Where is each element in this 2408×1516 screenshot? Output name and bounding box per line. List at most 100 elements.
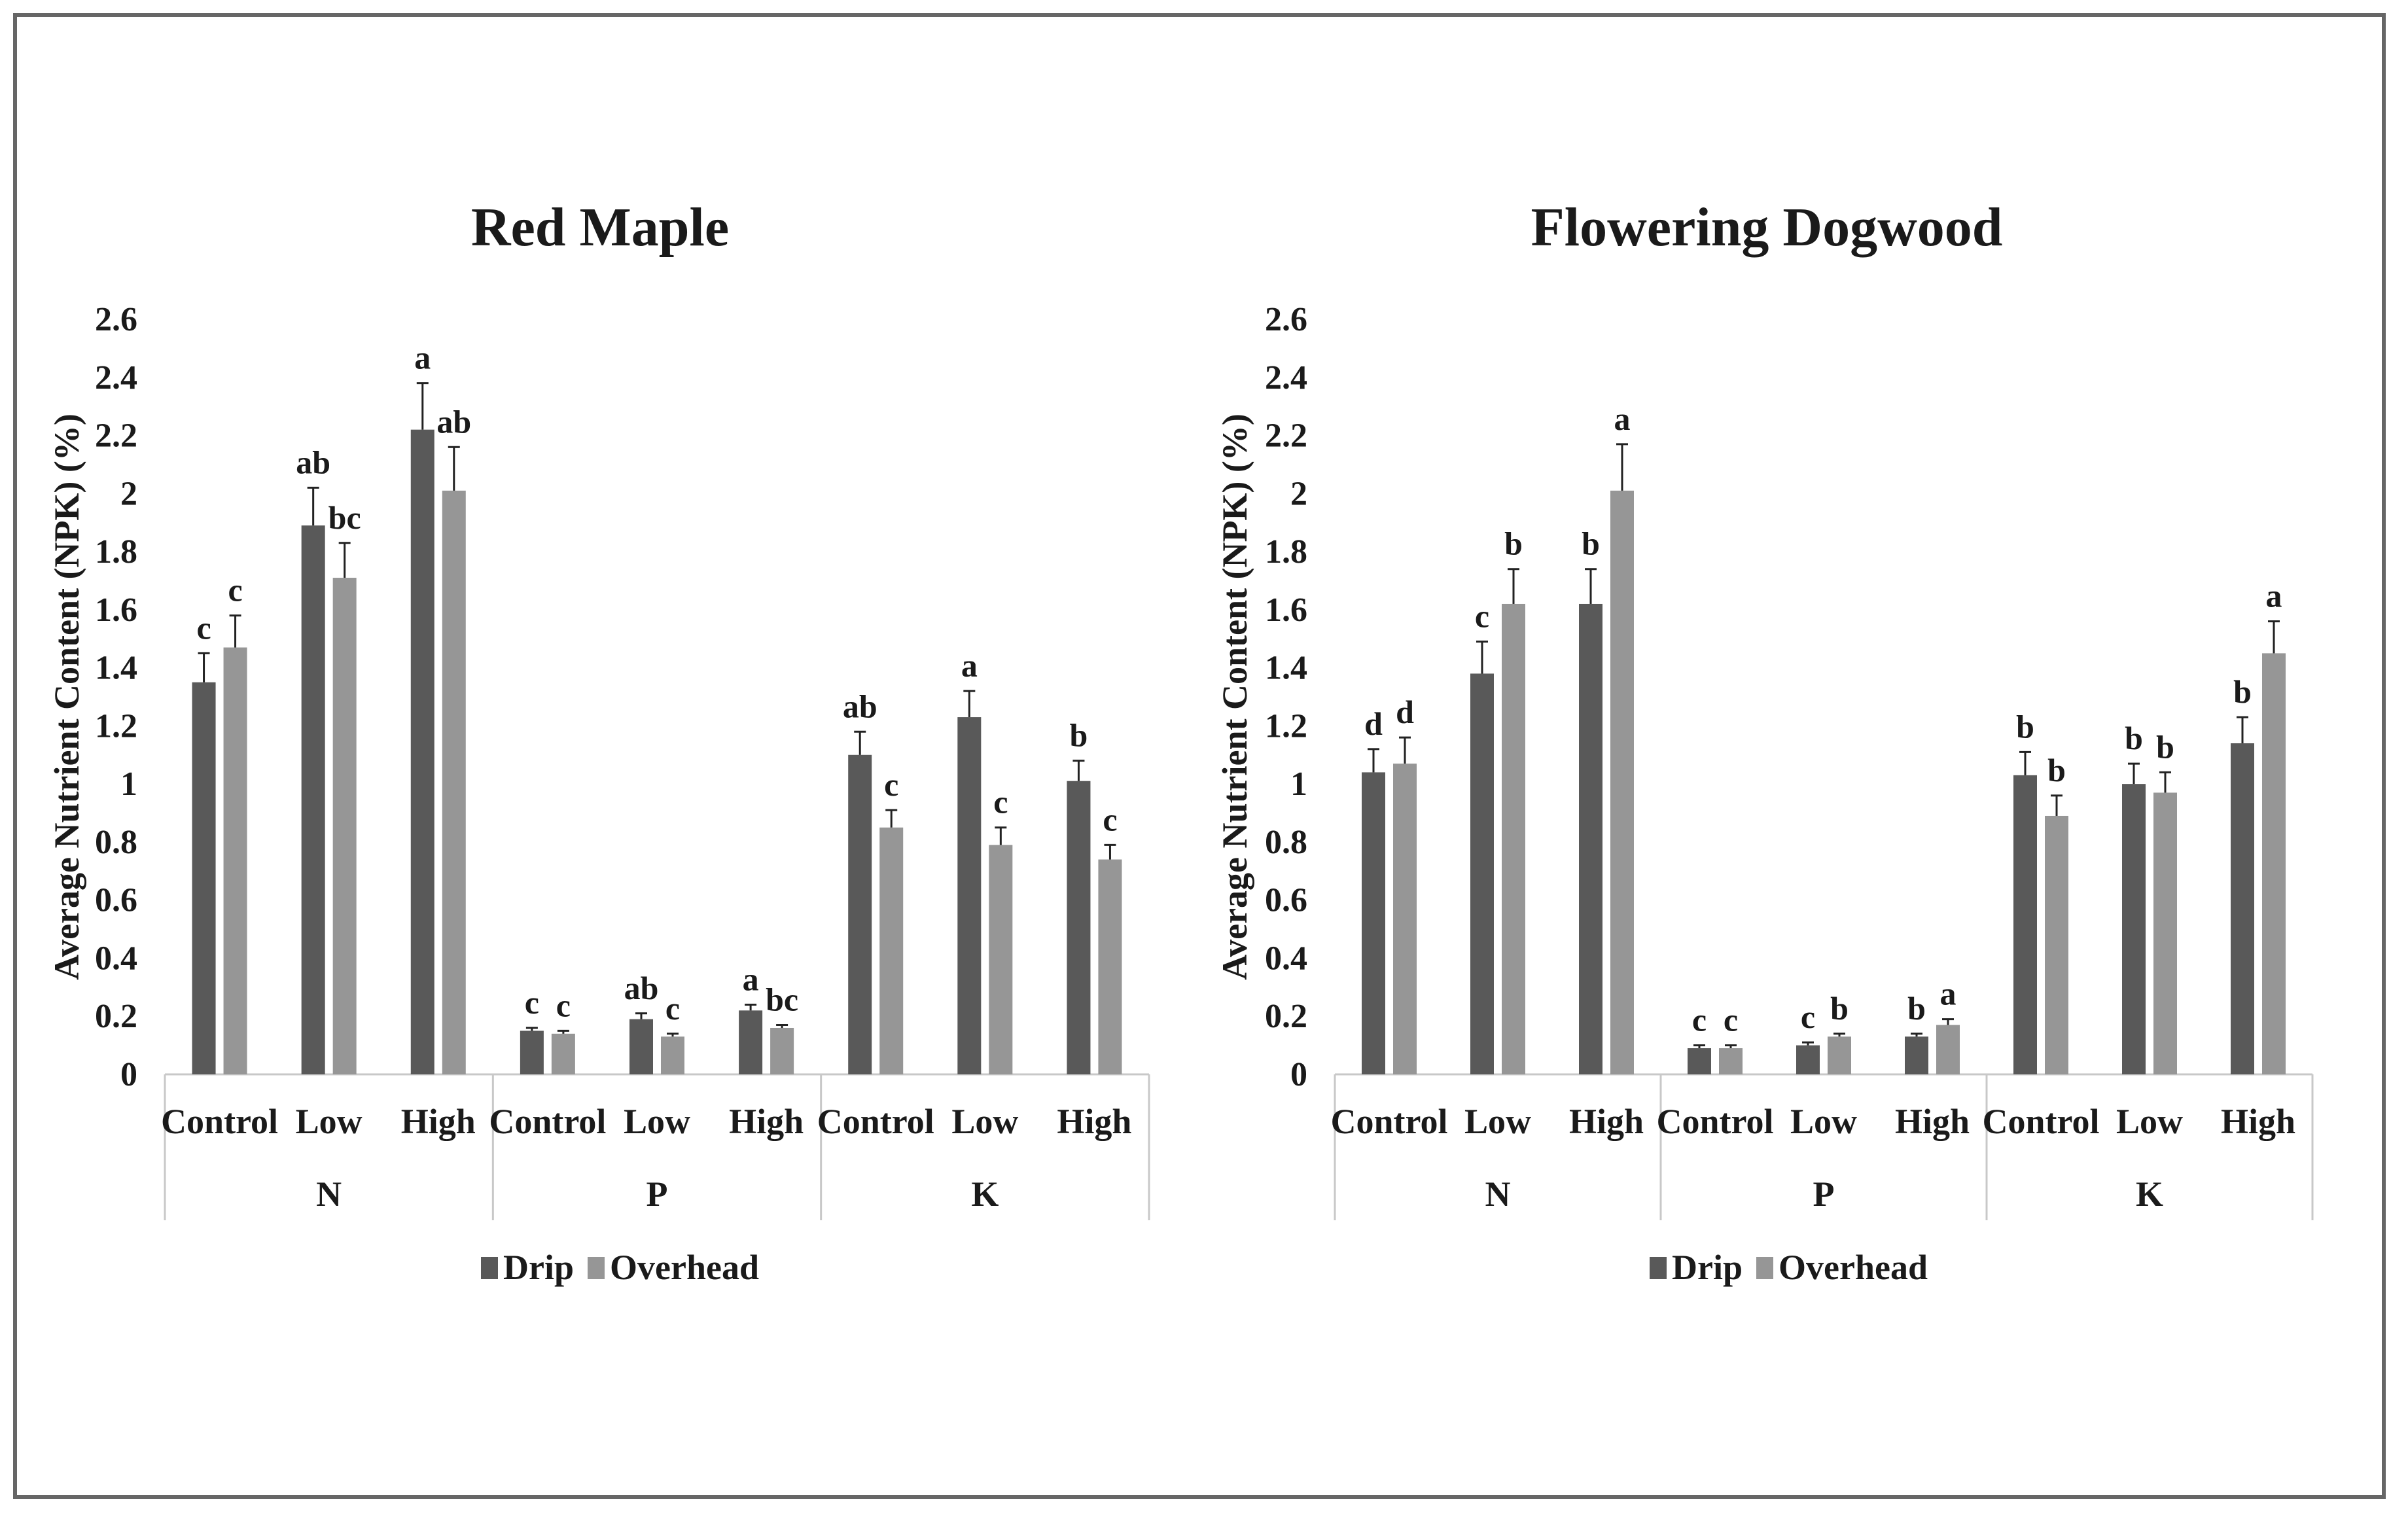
bar-overhead — [879, 827, 904, 1074]
chart-flowering-dogwood: Flowering Dogwood Average Nutrient Conten… — [1215, 197, 2314, 1287]
significance-letter: c — [1801, 998, 1815, 1035]
bar-overhead — [989, 845, 1013, 1074]
group-label-k: K — [971, 1174, 999, 1214]
y-tick-label: 2.4 — [1265, 359, 1307, 397]
y-tick-label: 1.8 — [95, 533, 137, 571]
bar-drip — [1579, 603, 1602, 1074]
significance-letter: a — [1614, 400, 1631, 437]
y-tick-label: 1 — [1290, 766, 1307, 803]
significance-letter: b — [2125, 720, 2143, 756]
y-tick-label: 0.4 — [95, 940, 137, 977]
significance-letter: c — [993, 784, 1008, 820]
significance-letter: b — [1907, 990, 1926, 1027]
y-axis-label: Average Nutrient Content (NPK) (%) — [1215, 414, 1254, 980]
legend: Drip Overhead — [481, 1248, 759, 1287]
significance-letter: c — [525, 984, 539, 1021]
y-tick-label: 0.6 — [1265, 882, 1307, 919]
y-tick-label: 0.4 — [1265, 940, 1307, 977]
category-label: Control — [817, 1102, 934, 1141]
y-tick-label: 0 — [120, 1056, 137, 1093]
y-tick-label: 1.4 — [1265, 650, 1307, 687]
significance-letter: d — [1364, 705, 1383, 742]
category-label: Control — [1656, 1102, 1773, 1141]
group-label-p: P — [1813, 1174, 1835, 1214]
y-tick-label: 0.8 — [95, 824, 137, 861]
legend-swatch-overhead — [588, 1257, 605, 1279]
significance-letter: ab — [843, 688, 877, 724]
significance-letter: d — [1396, 694, 1414, 730]
significance-letter: a — [743, 961, 759, 997]
y-tick-label: 1.2 — [95, 707, 137, 745]
bar-drip — [1362, 772, 1385, 1074]
significance-letter: a — [1940, 976, 1956, 1012]
category-label: Control — [489, 1102, 606, 1141]
category-label: Control — [1982, 1102, 2099, 1141]
y-tick-label: 2.4 — [95, 359, 137, 397]
bar-drip — [1470, 673, 1494, 1074]
y-tick-label: 0.2 — [95, 998, 137, 1035]
bar-drip — [301, 525, 325, 1074]
significance-letter: a — [2266, 578, 2282, 614]
bar-drip — [1905, 1036, 1928, 1074]
legend-label-drip: Drip — [503, 1248, 574, 1287]
category-label: Low — [2116, 1102, 2183, 1141]
category-label: Low — [624, 1102, 690, 1141]
category-label: High — [1895, 1102, 1970, 1141]
y-tick-label: 1 — [120, 766, 137, 803]
y-tick-label: 2.2 — [95, 417, 137, 455]
bar-drip — [2231, 743, 2254, 1074]
bar-overhead — [2153, 792, 2177, 1074]
legend-label-overhead: Overhead — [1779, 1248, 1928, 1287]
bar-overhead — [223, 647, 247, 1074]
legend-swatch-drip — [481, 1257, 498, 1279]
bar-overhead — [442, 490, 466, 1074]
bar-overhead — [770, 1027, 794, 1074]
y-tick-label: 0 — [1290, 1056, 1307, 1093]
bar-drip — [1796, 1045, 1820, 1074]
y-tick-label: 2.2 — [1265, 417, 1307, 455]
category-label: High — [1569, 1102, 1644, 1141]
significance-letter: c — [196, 609, 211, 646]
legend-swatch-overhead — [1756, 1257, 1773, 1279]
bar-overhead — [1502, 603, 1525, 1074]
significance-letter: b — [2047, 752, 2066, 788]
bar-overhead — [1610, 490, 1634, 1074]
bar-overhead — [1098, 859, 1122, 1074]
bar-drip — [957, 717, 982, 1074]
bar-overhead — [2262, 653, 2286, 1074]
significance-letter: bc — [766, 981, 798, 1018]
category-label: Control — [161, 1102, 278, 1141]
category-label: High — [1057, 1102, 1131, 1141]
legend: Drip Overhead — [1650, 1248, 1928, 1287]
category-label: High — [729, 1102, 804, 1141]
significance-letter: c — [1103, 801, 1117, 837]
significance-letter: ab — [296, 444, 330, 480]
y-tick-label: 2.6 — [1265, 301, 1307, 338]
significance-letter: ab — [624, 970, 659, 1006]
significance-letter: b — [1830, 990, 1849, 1027]
y-tick-label: 2.6 — [95, 301, 137, 338]
y-tick-label: 2 — [1290, 475, 1307, 512]
figure-frame — [13, 13, 2386, 1499]
category-label: Low — [296, 1102, 363, 1141]
chart-red-maple: Red Maple Average Nutrient Content (NPK) … — [47, 197, 1150, 1287]
chart-title: Red Maple — [471, 197, 729, 258]
bar-drip — [192, 682, 216, 1074]
significance-letter: b — [1582, 525, 1600, 562]
significance-letter: bc — [328, 499, 361, 536]
significance-letter: c — [884, 766, 898, 803]
category-label: High — [2221, 1102, 2295, 1141]
bar-overhead — [1936, 1025, 1960, 1074]
legend-label-drip: Drip — [1672, 1248, 1743, 1287]
bar-overhead — [551, 1033, 575, 1074]
bar-drip — [629, 1019, 653, 1074]
bar-drip — [410, 429, 434, 1074]
bar-overhead — [1719, 1048, 1743, 1074]
bar-overhead — [1393, 764, 1417, 1074]
category-label: High — [401, 1102, 476, 1141]
significance-letter: b — [2016, 708, 2034, 745]
category-label: Control — [1330, 1102, 1447, 1141]
significance-letter: c — [556, 987, 571, 1023]
bar-drip — [2122, 784, 2146, 1074]
